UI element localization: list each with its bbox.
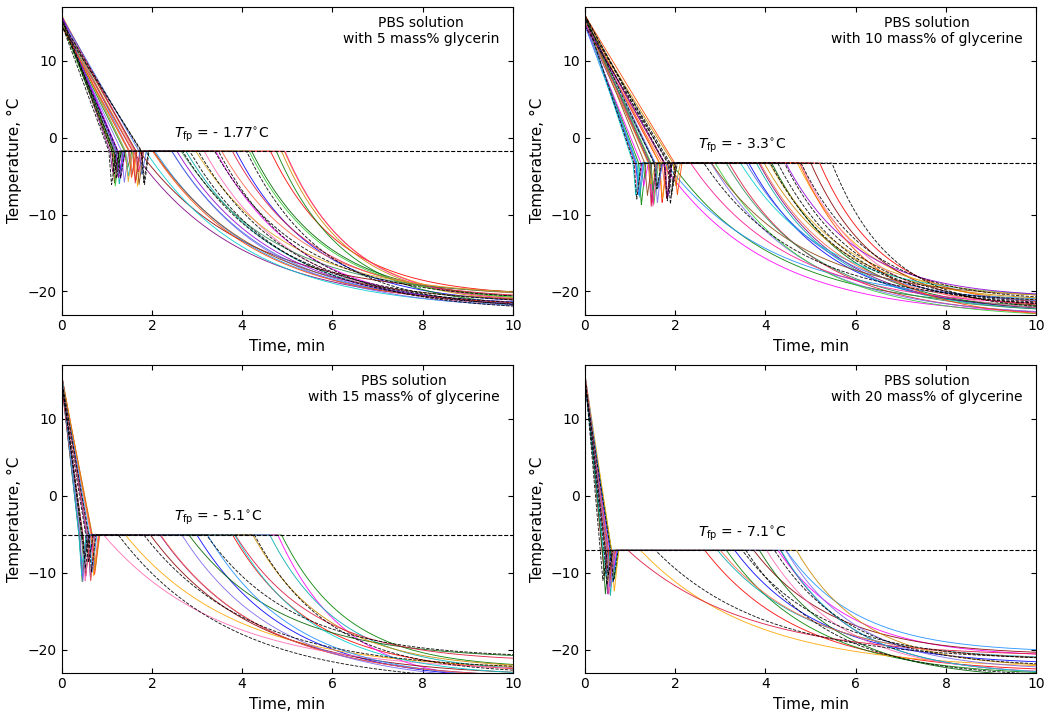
Text: PBS solution
with 5 mass% glycerin: PBS solution with 5 mass% glycerin — [343, 16, 500, 46]
Text: PBS solution
with 20 mass% of glycerine: PBS solution with 20 mass% of glycerine — [831, 375, 1023, 405]
Y-axis label: Temperature, °C: Temperature, °C — [7, 98, 22, 224]
Y-axis label: Temperature, °C: Temperature, °C — [530, 456, 545, 582]
Text: $T_{\rm fp}$ = - 7.1$^{\circ}$C: $T_{\rm fp}$ = - 7.1$^{\circ}$C — [697, 524, 786, 543]
X-axis label: Time, min: Time, min — [772, 339, 849, 354]
X-axis label: Time, min: Time, min — [249, 339, 325, 354]
Y-axis label: Temperature, °C: Temperature, °C — [7, 456, 22, 582]
Text: $T_{\rm fp}$ = - 1.77$^{\circ}$C: $T_{\rm fp}$ = - 1.77$^{\circ}$C — [175, 125, 270, 144]
X-axis label: Time, min: Time, min — [249, 697, 325, 712]
Text: $T_{\rm fp}$ = - 3.3$^{\circ}$C: $T_{\rm fp}$ = - 3.3$^{\circ}$C — [697, 137, 786, 155]
Text: $T_{\rm fp}$ = - 5.1$^{\circ}$C: $T_{\rm fp}$ = - 5.1$^{\circ}$C — [175, 508, 262, 527]
Y-axis label: Temperature, °C: Temperature, °C — [530, 98, 545, 224]
X-axis label: Time, min: Time, min — [772, 697, 849, 712]
Text: PBS solution
with 10 mass% of glycerine: PBS solution with 10 mass% of glycerine — [831, 16, 1023, 46]
Text: PBS solution
with 15 mass% of glycerine: PBS solution with 15 mass% of glycerine — [308, 375, 500, 405]
